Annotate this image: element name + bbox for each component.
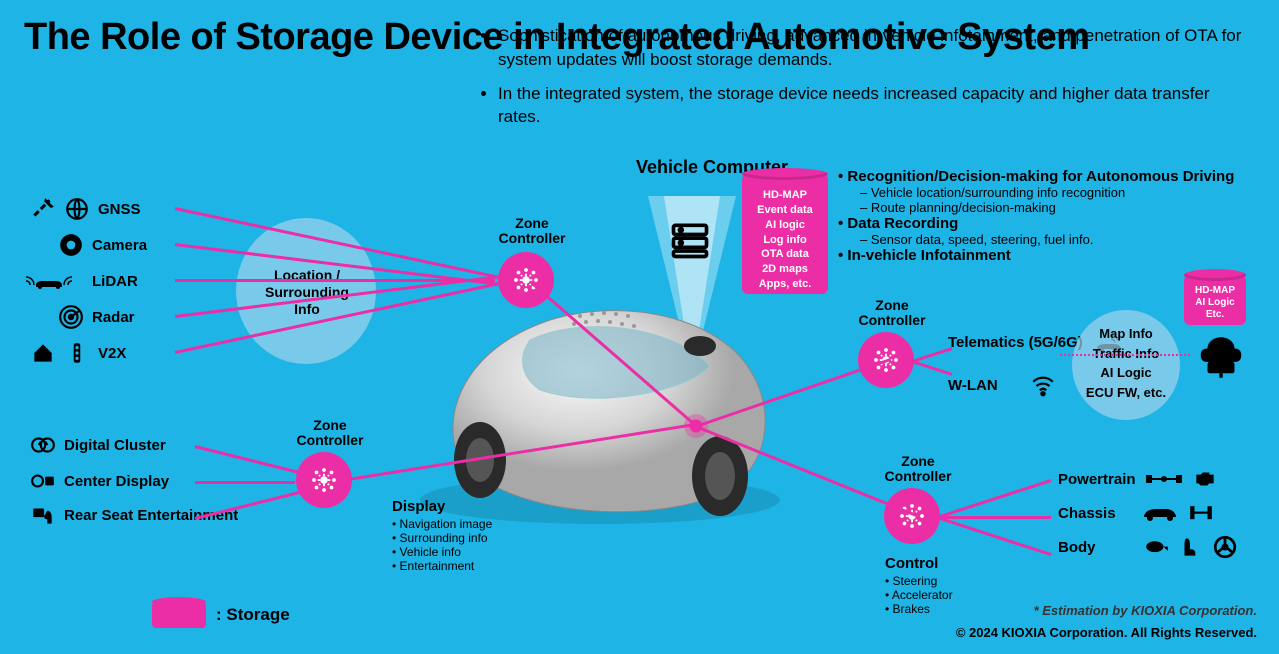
mirror-icon xyxy=(1144,534,1170,560)
zone-controller-label-3: Zone Controller xyxy=(852,298,932,329)
part-chassis: Chassis xyxy=(1058,500,1214,526)
part-label: Chassis xyxy=(1058,505,1116,522)
feature-heading: • In-vehicle Infotainment xyxy=(838,247,1258,264)
zone-controller-label-2: Zone Controller xyxy=(290,418,370,449)
seat-icon xyxy=(1178,534,1204,560)
sensor-radar: Radar xyxy=(58,304,135,330)
feature-sub: Sensor data, speed, steering, fuel info. xyxy=(860,232,1258,247)
intro-bullet-2: In the integrated system, the storage de… xyxy=(498,82,1250,130)
sensor-v2x: V2X xyxy=(30,340,126,366)
feature-heading: • Data Recording xyxy=(838,215,1258,232)
display-block-item: Entertainment xyxy=(392,559,492,573)
vc-storage-line: AI logic xyxy=(746,218,824,233)
seat-screen-icon xyxy=(30,502,56,528)
cloud-storage-line: AI Logic xyxy=(1188,297,1242,309)
control-block-heading: Control xyxy=(885,555,953,572)
control-detail-block: Control Steering Accelerator Brakes xyxy=(885,555,953,616)
display-center: Center Display xyxy=(30,468,169,494)
storage-legend-icon xyxy=(152,602,206,628)
axle-icon xyxy=(1144,466,1184,492)
part-powertrain: Powertrain xyxy=(1058,466,1218,492)
zone-controller-node-4 xyxy=(884,488,940,544)
display-label: Center Display xyxy=(64,473,169,490)
estimation-note: * Estimation by KIOXIA Corporation. xyxy=(1034,603,1257,618)
intro-bullets: Sophistication of autonomous driving, ad… xyxy=(480,24,1250,139)
vc-storage-line: HD-MAP xyxy=(746,188,824,203)
vc-storage-line: Event data xyxy=(746,203,824,218)
comm-wlan: W-LAN xyxy=(948,372,1056,398)
storage-legend-label: : Storage xyxy=(216,605,290,625)
radar-icon xyxy=(58,304,84,330)
sensor-gnss: GNSS xyxy=(30,196,141,222)
comm-label: W-LAN xyxy=(948,377,998,394)
house-icon xyxy=(30,340,56,366)
feature-sub: Vehicle location/surrounding info recogn… xyxy=(860,185,1258,200)
dashboard-icon xyxy=(30,468,56,494)
steering-wheel-icon xyxy=(1212,534,1238,560)
control-block-item: Accelerator xyxy=(885,588,953,602)
engine-icon xyxy=(1192,466,1218,492)
cloud-storage-line: HD-MAP xyxy=(1188,285,1242,297)
copyright: © 2024 KIOXIA Corporation. All Rights Re… xyxy=(956,625,1257,640)
globe-icon xyxy=(64,196,90,222)
wifi-icon xyxy=(1030,372,1056,398)
feature-heading: • Recognition/Decision-making for Autono… xyxy=(838,168,1258,185)
storage-legend: : Storage xyxy=(152,602,290,628)
part-body: Body xyxy=(1058,534,1238,560)
zone-controller-label-4: Zone Controller xyxy=(878,454,958,485)
sensor-label: Camera xyxy=(92,237,147,254)
control-block-item: Steering xyxy=(885,574,953,588)
display-block-item: Vehicle info xyxy=(392,545,492,559)
part-label: Powertrain xyxy=(1058,471,1136,488)
sensor-lidar: LiDAR xyxy=(24,268,138,294)
satellite-icon xyxy=(30,196,56,222)
sensor-label: V2X xyxy=(98,345,126,362)
traffic-light-icon xyxy=(64,340,90,366)
zone-controller-node-2 xyxy=(296,452,352,508)
cloud-server-icon xyxy=(1194,326,1248,385)
feature-sub: Route planning/decision-making xyxy=(860,200,1258,215)
sensor-label: GNSS xyxy=(98,201,141,218)
vc-storage-line: Log info xyxy=(746,233,824,248)
sensor-label: Radar xyxy=(92,309,135,326)
display-label: Digital Cluster xyxy=(64,437,166,454)
comm-label: Telematics (5G/6G) xyxy=(948,335,1083,352)
control-block-item: Brakes xyxy=(885,602,953,616)
intro-bullet-1: Sophistication of autonomous driving, ad… xyxy=(498,24,1250,72)
cloud-storage-cylinder: HD-MAP AI Logic Etc. xyxy=(1184,275,1246,325)
feature-list: • Recognition/Decision-making for Autono… xyxy=(838,168,1258,264)
gauge-cluster-icon xyxy=(30,432,56,458)
camera-lens-icon xyxy=(58,232,84,258)
location-bubble-label: Location / Surrounding Info xyxy=(252,267,362,317)
display-cluster: Digital Cluster xyxy=(30,432,166,458)
car-radar-icon xyxy=(24,268,84,294)
wheels-icon xyxy=(1188,500,1214,526)
sensor-camera: Camera xyxy=(58,232,147,258)
cloud-info-text: Map Info Traffic Info AI Logic ECU FW, e… xyxy=(1078,324,1174,402)
part-label: Body xyxy=(1058,539,1096,556)
sensor-label: LiDAR xyxy=(92,273,138,290)
cloud-storage-line: Etc. xyxy=(1188,309,1242,321)
zone-controller-label-1: Zone Controller xyxy=(492,216,572,247)
dotted-connection xyxy=(1060,354,1190,356)
car-illustration xyxy=(400,260,800,540)
car-side-icon xyxy=(1140,500,1180,526)
